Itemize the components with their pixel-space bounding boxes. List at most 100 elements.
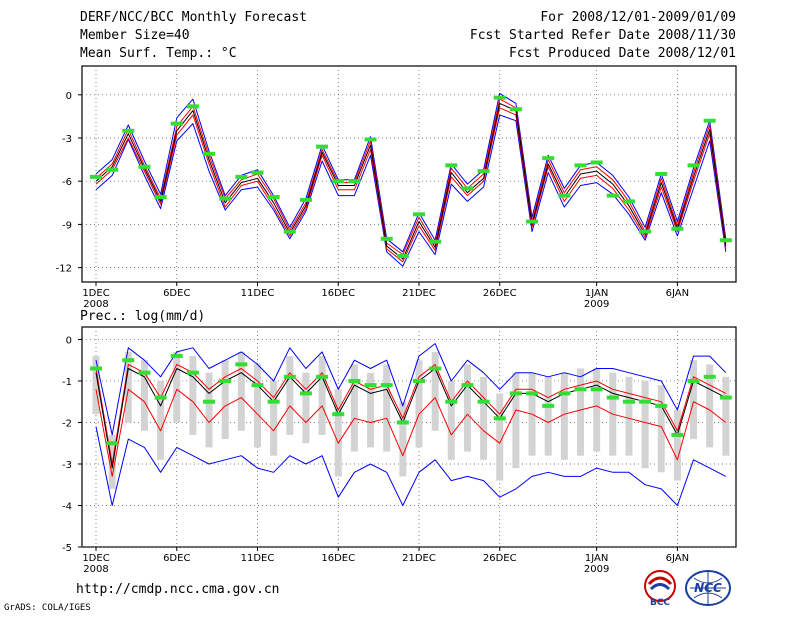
precip-spread-bar — [173, 351, 181, 423]
temp-lower-spread-line — [95, 107, 727, 263]
precip-observed-marker — [687, 378, 700, 383]
precip-xtick-label: 16DEC — [321, 553, 355, 564]
precip-min-envelope-line — [95, 426, 727, 506]
member-size-label: Member Size=40 — [80, 28, 190, 43]
precip-spread-bar — [189, 356, 197, 435]
temp-observed-marker — [558, 193, 571, 198]
precip-year-label: 2008 — [83, 564, 108, 575]
temp-observed-marker — [413, 212, 425, 217]
precip-spread-bar — [577, 368, 584, 456]
precip-observed-marker — [719, 395, 732, 400]
precip-spread-bar — [625, 376, 633, 456]
precip-spread-bar — [431, 351, 439, 431]
temp-observed-marker — [639, 229, 652, 234]
ncc-logo-text: NCC — [694, 581, 722, 595]
temp-min-envelope-line — [95, 114, 727, 267]
temp-observed-marker — [445, 163, 458, 168]
precip-observed-marker — [251, 383, 264, 388]
temp-observed-marker — [348, 179, 361, 184]
precip-observed-marker — [542, 403, 555, 408]
temp-xtick-label: 1JAN — [585, 288, 608, 299]
temp-observed-marker — [267, 195, 280, 200]
source-url[interactable]: http://cmdp.ncc.cma.gov.cn — [76, 582, 280, 597]
temp-observed-marker — [235, 174, 248, 179]
precip-observed-marker — [380, 383, 393, 388]
temp-observed-marker — [170, 121, 183, 126]
temp-observed-marker — [396, 254, 409, 259]
temp-observed-marker — [299, 197, 312, 202]
precip-observed-marker — [154, 395, 167, 400]
precip-spread-bar — [593, 368, 601, 452]
temp-observed-marker — [477, 169, 490, 174]
precip-spread-bar — [205, 372, 213, 448]
precip-observed-marker — [590, 387, 603, 392]
temp-observed-marker — [590, 160, 603, 165]
precip-spread-bar — [237, 351, 245, 431]
precip-spread-bar — [334, 389, 342, 477]
precip-observed-marker — [170, 354, 183, 359]
precip-observed-marker — [493, 416, 506, 421]
temp-xtick-label: 21DEC — [402, 288, 436, 299]
precip-spread-bar — [318, 356, 326, 435]
precip-observed-marker — [639, 399, 652, 404]
precip-observed-marker — [509, 391, 522, 396]
temp-observed-marker — [138, 164, 151, 169]
temp-observed-marker — [622, 199, 635, 204]
temp-observed-marker — [203, 151, 216, 156]
precip-spread-bar — [399, 401, 407, 477]
precip-spread-bar — [706, 364, 714, 448]
temp-observed-marker — [574, 163, 587, 168]
precip-observed-marker — [283, 374, 296, 379]
precip-spread-bar — [690, 360, 698, 440]
precip-spread-bar — [254, 364, 261, 448]
temp-xtick-label: 11DEC — [241, 288, 275, 299]
temp-observed-marker — [251, 170, 264, 175]
ncc-logo: NCC — [685, 570, 731, 606]
precip-observed-marker — [364, 383, 377, 388]
precip-observed-marker — [558, 391, 571, 396]
precip-observed-marker — [477, 399, 490, 404]
precip-spread-bar — [722, 376, 730, 456]
temp-year-label: 2009 — [584, 299, 609, 310]
temp-observed-marker — [364, 137, 377, 142]
precip-spread-bar — [560, 372, 568, 460]
temp-observed-marker — [671, 226, 684, 231]
precip-spread-bar — [92, 356, 100, 415]
precip-ytick-label: -4 — [62, 501, 72, 512]
precip-observed-marker — [267, 399, 280, 404]
precip-observed-marker — [348, 378, 361, 383]
precip-observed-marker — [703, 374, 716, 379]
precip-xtick-label: 6JAN — [666, 553, 689, 564]
fcst-started-label: Fcst Started Refer Date 2008/11/30 — [469, 28, 736, 43]
temp-ytick-label: 0 — [66, 91, 72, 102]
precip-ytick-label: -3 — [62, 460, 72, 471]
chart-title: DERF/NCC/BCC Monthly Forecast — [80, 10, 307, 25]
temp-observed-marker — [186, 104, 199, 109]
temp-observed-marker — [122, 128, 135, 133]
temp-ytick-label: -9 — [62, 220, 72, 231]
precip-ytick-label: -1 — [62, 377, 72, 388]
precip-lower-spread-line — [95, 388, 727, 477]
precip-spread-bar — [124, 351, 132, 423]
temperature-variable-label: Mean Surf. Temp.: °C — [80, 46, 237, 61]
precip-observed-marker — [203, 399, 216, 404]
precip-upper-spread-line — [95, 363, 727, 465]
precip-spread-bar — [463, 364, 471, 452]
precip-ytick-label: -2 — [62, 418, 72, 429]
precip-observed-marker — [622, 399, 635, 404]
precip-max-envelope-line — [95, 343, 727, 436]
precip-xtick-label: 11DEC — [241, 553, 275, 564]
temp-observed-marker — [526, 219, 539, 224]
precip-observed-marker — [186, 370, 199, 375]
precip-spread-bar — [286, 356, 294, 435]
precip-observed-marker — [106, 441, 119, 446]
precip-observed-marker — [90, 366, 102, 371]
precip-spread-bar — [350, 364, 358, 452]
precip-observed-marker — [299, 391, 312, 396]
precip-observed-marker — [316, 374, 329, 379]
precip-variable-label: Prec.: log(mm/d) — [80, 309, 206, 324]
temp-observed-marker — [509, 107, 522, 112]
bcc-logo-text: BCC — [650, 598, 670, 608]
precip-observed-marker — [445, 399, 458, 404]
temp-xtick-label: 1DEC — [82, 288, 109, 299]
